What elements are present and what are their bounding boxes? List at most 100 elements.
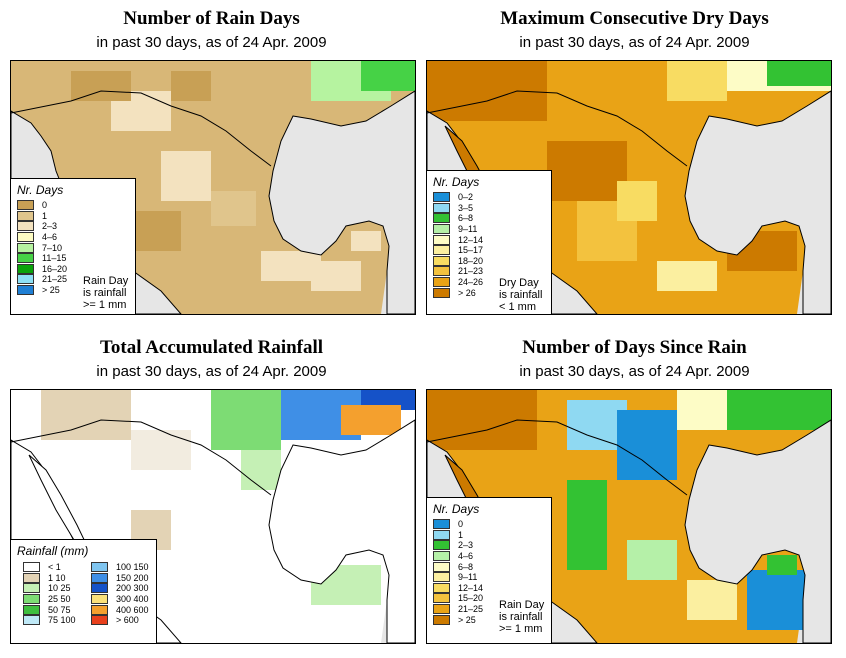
legend-label: 7–10 bbox=[42, 242, 63, 253]
legend-label: < 1 bbox=[48, 562, 61, 573]
legend-title: Nr. Days bbox=[433, 502, 480, 516]
note-line: >= 1 mm bbox=[499, 623, 543, 635]
legend-item: 400 600 bbox=[91, 604, 149, 615]
legend-label: 12–14 bbox=[458, 582, 484, 593]
legend-title: Rainfall (mm) bbox=[17, 544, 89, 558]
legend-label: 75 100 bbox=[48, 615, 76, 626]
legend-swatch bbox=[433, 234, 450, 245]
legend-label: 9–11 bbox=[458, 224, 478, 235]
legend-note: Dry Day is rainfall < 1 mm bbox=[499, 277, 542, 313]
legend-swatch bbox=[91, 604, 108, 615]
legend-swatch bbox=[433, 551, 450, 562]
legend-label: 6–8 bbox=[458, 561, 474, 572]
legend-item: 25 50 bbox=[23, 594, 76, 605]
legend-item: 4–6 bbox=[17, 232, 135, 243]
legend-max-dry-days: Nr. Days 0–2 3–5 6–8 9–11 12–14 15–17 18–20 21–… bbox=[426, 170, 552, 315]
panel-subtitle: in past 30 days, as of 24 Apr. 2009 bbox=[519, 34, 750, 51]
legend-label: 1 bbox=[458, 529, 464, 540]
legend-label: 2–3 bbox=[42, 221, 58, 232]
legend-item: 1 bbox=[433, 529, 551, 541]
legend-swatch bbox=[433, 213, 450, 224]
legend-item: 6–8 bbox=[433, 561, 551, 572]
legend-item: 21–23 bbox=[433, 266, 551, 277]
legend-swatch bbox=[17, 274, 34, 285]
legend-item: 50 75 bbox=[23, 604, 76, 615]
legend-item: 1 10 bbox=[23, 572, 76, 584]
legend-label: > 26 bbox=[458, 287, 476, 298]
legend-label: 25 50 bbox=[48, 594, 71, 605]
legend-label: 18–20 bbox=[458, 255, 484, 266]
legend-label: 4–6 bbox=[458, 551, 474, 562]
legend-item: 3–5 bbox=[433, 202, 551, 214]
legend-item: 15–20 bbox=[433, 593, 551, 604]
legend-swatch bbox=[433, 192, 450, 203]
legend-swatch bbox=[433, 614, 450, 625]
legend-item: 0 bbox=[17, 200, 135, 211]
legend-swatch bbox=[23, 594, 40, 605]
legend-label: 15–20 bbox=[458, 593, 484, 604]
legend-item: 9–11 bbox=[433, 224, 551, 235]
panel-title: Number of Days Since Rain bbox=[522, 337, 747, 358]
us-mexico-border bbox=[427, 419, 688, 496]
legend-swatch bbox=[433, 604, 450, 615]
legend-rows: 0 1 2–3 4–6 6–8 9–11 12–14 15–20 21–25 > 25 bbox=[427, 519, 551, 625]
legend-item: > 26 bbox=[433, 287, 551, 298]
panel-title: Total Accumulated Rainfall bbox=[99, 337, 324, 358]
legend-item: 100 150 bbox=[91, 562, 149, 573]
legend-label: > 600 bbox=[116, 615, 139, 626]
us-mexico-border bbox=[427, 90, 688, 167]
legend-label: 300 400 bbox=[116, 594, 149, 605]
legend-label: 400 600 bbox=[116, 604, 149, 615]
legend-swatch bbox=[433, 245, 450, 256]
legend-item: 12–14 bbox=[433, 234, 551, 245]
legend-col-right: 100 150 150 200 200 300 300 400 400 600 > 600 bbox=[85, 562, 149, 626]
legend-swatch bbox=[433, 224, 450, 235]
legend-item: 75 100 bbox=[23, 615, 76, 626]
legend-swatch bbox=[17, 263, 34, 274]
legend-label: 11–15 bbox=[42, 253, 67, 264]
legend-swatch bbox=[433, 277, 450, 288]
legend-swatch bbox=[17, 232, 34, 243]
legend-label: 6–8 bbox=[458, 213, 474, 224]
legend-label: 21–25 bbox=[42, 274, 68, 285]
legend-item: 21–25 bbox=[433, 604, 551, 615]
legend-swatch bbox=[91, 562, 108, 573]
legend-label: 0 bbox=[458, 519, 464, 530]
legend-label: > 25 bbox=[458, 614, 476, 625]
legend-item: 4–6 bbox=[433, 551, 551, 562]
legend-item: 0 bbox=[433, 519, 551, 530]
legend-swatch bbox=[433, 255, 450, 266]
legend-item: 9–11 bbox=[433, 572, 551, 583]
legend-item: 24–26 bbox=[433, 277, 551, 288]
panel-total-rainfall: Total Accumulated Rainfall in past 30 da… bbox=[0, 329, 423, 658]
legend-label: 16–20 bbox=[42, 263, 68, 274]
legend-label: 4–6 bbox=[42, 232, 58, 243]
legend-label: 1 bbox=[42, 210, 48, 221]
texture-patches bbox=[41, 390, 415, 605]
note-line: is rainfall bbox=[499, 289, 543, 301]
texture-patches bbox=[71, 61, 415, 291]
legend-rain-days: Nr. Days 0 1 2–3 4–6 7–10 11–15 16–20 21–25 > 25… bbox=[10, 178, 136, 315]
legend-swatch bbox=[17, 210, 34, 221]
gulf-water bbox=[268, 419, 415, 643]
note-line: >= 1 mm bbox=[83, 299, 127, 311]
note-line: Rain Day bbox=[499, 599, 545, 611]
legend-label: 9–11 bbox=[458, 572, 478, 583]
legend-item: 7–10 bbox=[17, 242, 135, 253]
legend-swatch bbox=[23, 604, 40, 615]
legend-label: 100 150 bbox=[116, 562, 149, 573]
legend-swatch bbox=[17, 253, 34, 264]
legend-swatch bbox=[91, 594, 108, 605]
legend-swatch bbox=[433, 266, 450, 277]
legend-swatch bbox=[433, 529, 450, 540]
legend-item: > 25 bbox=[433, 614, 551, 625]
legend-item: 16–20 bbox=[17, 263, 135, 275]
legend-swatch bbox=[23, 615, 40, 626]
panel-title: Maximum Consecutive Dry Days bbox=[500, 8, 769, 29]
legend-item: 15–17 bbox=[433, 245, 551, 256]
legend-swatch bbox=[91, 572, 108, 583]
legend-item: 0–2 bbox=[433, 192, 551, 203]
legend-swatch bbox=[17, 285, 34, 296]
legend-label: 1 10 bbox=[48, 572, 66, 583]
